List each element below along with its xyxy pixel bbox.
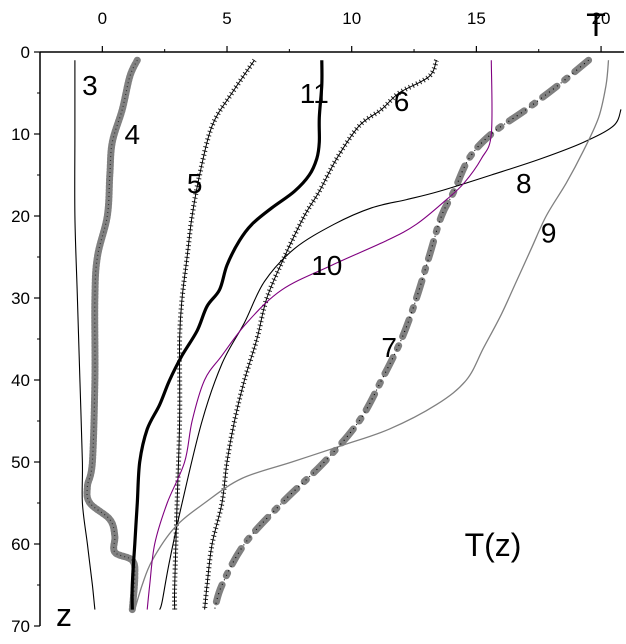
series-label-9: 9 (541, 217, 557, 248)
series-line-10 (146, 60, 493, 610)
y-tick-label: 0 (21, 43, 30, 62)
series-line-9 (134, 60, 610, 610)
chart-annotation: T(z) (465, 527, 522, 563)
x-tick-label: 0 (98, 9, 107, 28)
series-line-3 (74, 60, 96, 610)
axes: 0 5 10 15 20 0 10 20 30 40 50 60 70 (11, 9, 624, 636)
series-label-4: 4 (124, 119, 140, 150)
series-label-10: 10 (311, 250, 342, 281)
y-tick-label: 20 (11, 207, 30, 226)
series-line-5 (173, 59, 255, 610)
series-layer (74, 56, 622, 614)
series-labels: 34 5 6 7 89 10 11 (82, 70, 556, 363)
series-label-8: 8 (516, 168, 532, 199)
series-line-11 (130, 60, 324, 610)
x-axis-label: T (586, 7, 606, 43)
series-line-overlay-7 (214, 59, 589, 610)
series-label-6: 6 (394, 86, 410, 117)
series-line-7 (211, 56, 593, 614)
x-tick-label: 15 (467, 9, 486, 28)
series-line-6 (204, 59, 437, 610)
y-tick-label: 70 (11, 617, 30, 636)
series-line-overlay-5 (171, 58, 257, 610)
series-label-3: 3 (82, 70, 98, 101)
series-line-8 (159, 109, 622, 610)
y-tick-label: 50 (11, 453, 30, 472)
series-label-7: 7 (381, 332, 397, 363)
y-tick-label: 40 (11, 371, 30, 390)
y-tick-label: 10 (11, 125, 30, 144)
x-tick-label: 20 (592, 9, 611, 28)
y-axis-label: z (56, 597, 72, 633)
series-label-11: 11 (300, 78, 329, 109)
y-tick-label: 30 (11, 289, 30, 308)
series-line-overlay-4 (86, 59, 138, 610)
series-label-5: 5 (187, 168, 203, 199)
x-tick-label: 10 (342, 9, 361, 28)
x-tick-label: 5 (222, 9, 231, 28)
y-tick-label: 60 (11, 535, 30, 554)
